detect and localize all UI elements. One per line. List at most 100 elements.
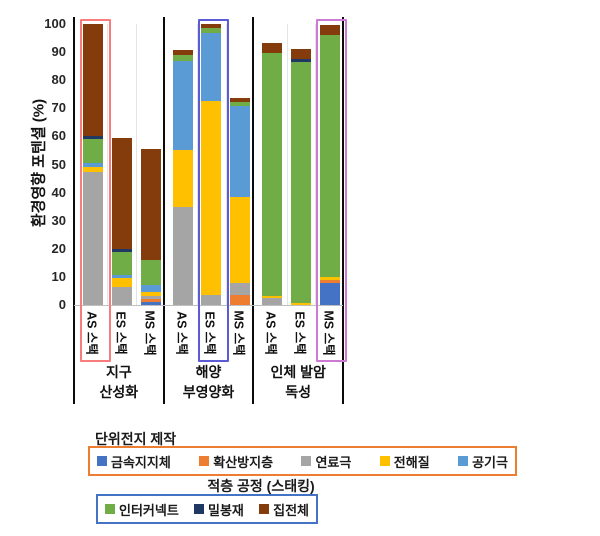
bar-segment-인터커넥트 xyxy=(262,52,283,296)
legend-item: 전해질 xyxy=(379,452,430,471)
bar-category-label: ES 스택 xyxy=(113,311,128,355)
bar-segment-전해질 xyxy=(319,276,340,281)
bar-segment-연료극 xyxy=(140,295,161,300)
legend-swatch-icon xyxy=(199,456,210,466)
legend-item: 금속지지체 xyxy=(97,452,171,471)
bar-segment-인터커넥트 xyxy=(140,260,161,286)
slot-divider-line xyxy=(136,24,138,305)
bar-segment-밀봉재 xyxy=(111,248,132,252)
highlight-box xyxy=(316,19,348,362)
bar-segment-연료극 xyxy=(111,286,132,305)
y-tick-label: 0 xyxy=(58,297,66,312)
legend-item-label: 전해질 xyxy=(393,454,430,470)
bar-segment-공기극 xyxy=(83,163,103,168)
bar-segment-연료극 xyxy=(172,206,193,305)
legend-title-stacking-process: 적층 공정 (스태킹) xyxy=(207,478,315,494)
legend-swatch-icon xyxy=(301,456,312,466)
legend-item-label: 밀봉재 xyxy=(208,502,244,518)
bar-category-label: MS 스택 xyxy=(231,310,246,356)
bar-segment-확산방지층 xyxy=(140,299,161,303)
group-separator-line xyxy=(162,17,165,404)
legend-item: 공기극 xyxy=(458,452,508,471)
y-tick-label: 90 xyxy=(51,44,66,60)
slot-divider-line xyxy=(225,24,227,305)
legend-item-label: 공기극 xyxy=(472,454,508,470)
bar-segment-집전체 xyxy=(291,49,312,60)
group-label: 인체 발암 독성 xyxy=(253,362,343,402)
legend-item: 확산방지층 xyxy=(199,452,273,471)
bar-segment-인터커넥트 xyxy=(111,251,132,276)
bar-segment-금속지지체 xyxy=(319,282,340,305)
bar-segment-집전체 xyxy=(172,50,193,55)
group-separator-line xyxy=(73,17,75,404)
group-label-line: 지구 xyxy=(105,364,132,380)
bar-segment-금속지지체 xyxy=(140,302,161,305)
legend-item-label: 인터커넥트 xyxy=(119,502,179,518)
legend-item: 연료극 xyxy=(301,452,351,471)
group-separator-line xyxy=(342,17,344,404)
group-label-line: 부영양화 xyxy=(182,384,235,400)
legend-swatch-icon xyxy=(458,456,469,466)
bar-segment-집전체 xyxy=(319,25,340,36)
bar-segment-인터커넥트 xyxy=(319,35,340,277)
bar-segment-전해질 xyxy=(201,101,222,295)
bar-segment-공기극 xyxy=(140,285,161,292)
y-tick-label: 50 xyxy=(51,156,66,172)
y-tick-label: 70 xyxy=(51,100,66,116)
legend-swatch-icon xyxy=(105,504,115,514)
legend-swatch-icon xyxy=(259,504,270,514)
slot-divider-line xyxy=(315,24,317,305)
highlight-box xyxy=(79,19,111,362)
slot-divider-line xyxy=(197,24,199,305)
x-axis-line xyxy=(74,305,343,306)
bar-segment-전해질 xyxy=(140,291,161,296)
legend-item-label: 금속지지체 xyxy=(111,454,171,470)
bar-segment-인터커넥트 xyxy=(172,54,193,61)
slot-divider-line xyxy=(107,24,109,305)
group-label-line: 독성 xyxy=(285,384,312,400)
bar-segment-공기극 xyxy=(201,33,222,102)
legend-item: 밀봉재 xyxy=(194,500,244,519)
bar-segment-전해질 xyxy=(262,295,283,299)
group-label-line: 해양 xyxy=(195,364,222,380)
group-separator-line xyxy=(252,17,255,404)
legend-swatch-icon xyxy=(194,504,205,514)
legend-swatch-icon xyxy=(97,456,107,466)
bar-segment-공기극 xyxy=(172,60,193,150)
bar-category-label: MS 스택 xyxy=(142,310,156,356)
legend-title-cell-fabrication: 단위전지 제작 xyxy=(95,431,177,447)
bar-segment-공기극 xyxy=(230,105,251,197)
bar-segment-집전체 xyxy=(140,149,161,261)
bar-segment-인터커넥트 xyxy=(201,28,222,34)
bar-segment-전해질 xyxy=(230,196,251,284)
bar-segment-공기극 xyxy=(111,275,132,279)
bar-segment-집전체 xyxy=(201,24,222,29)
y-axis-title: 환경영향 포텐셜 (%) xyxy=(30,98,48,228)
highlight-box xyxy=(197,19,229,362)
legend-box-stacking-process: 인터커넥트 밀봉재 집전체 xyxy=(96,494,318,524)
y-tick-label: 40 xyxy=(51,184,66,200)
bar-segment-전해질 xyxy=(111,278,132,287)
y-tick-label: 100 xyxy=(44,16,66,31)
legend-swatch-icon xyxy=(379,456,390,466)
bar-segment-인터커넥트 xyxy=(83,139,103,164)
y-tick-label: 30 xyxy=(51,212,66,228)
bar-segment-전해질 xyxy=(172,149,193,207)
bar-segment-인터커넥트 xyxy=(230,102,251,106)
y-tick-label: 10 xyxy=(51,268,66,284)
bar-segment-연료극 xyxy=(201,294,222,305)
legend-item-label: 연료극 xyxy=(315,454,352,470)
group-label-line: 산성화 xyxy=(99,384,139,400)
legend-item-label: 집전체 xyxy=(273,502,309,518)
legend-box-cell-fabrication: 금속지지체 확산방지층 연료극 전해질 공기극 xyxy=(88,446,517,476)
bar-segment-전해질 xyxy=(83,167,103,172)
bar-segment-확산방지층 xyxy=(319,280,340,283)
bar-segment-연료극 xyxy=(262,298,283,305)
bar-segment-인터커넥트 xyxy=(291,61,312,303)
bar-segment-집전체 xyxy=(111,137,132,249)
y-tick-label: 80 xyxy=(51,72,66,88)
bar-category-label: AS 스택 xyxy=(263,311,278,355)
